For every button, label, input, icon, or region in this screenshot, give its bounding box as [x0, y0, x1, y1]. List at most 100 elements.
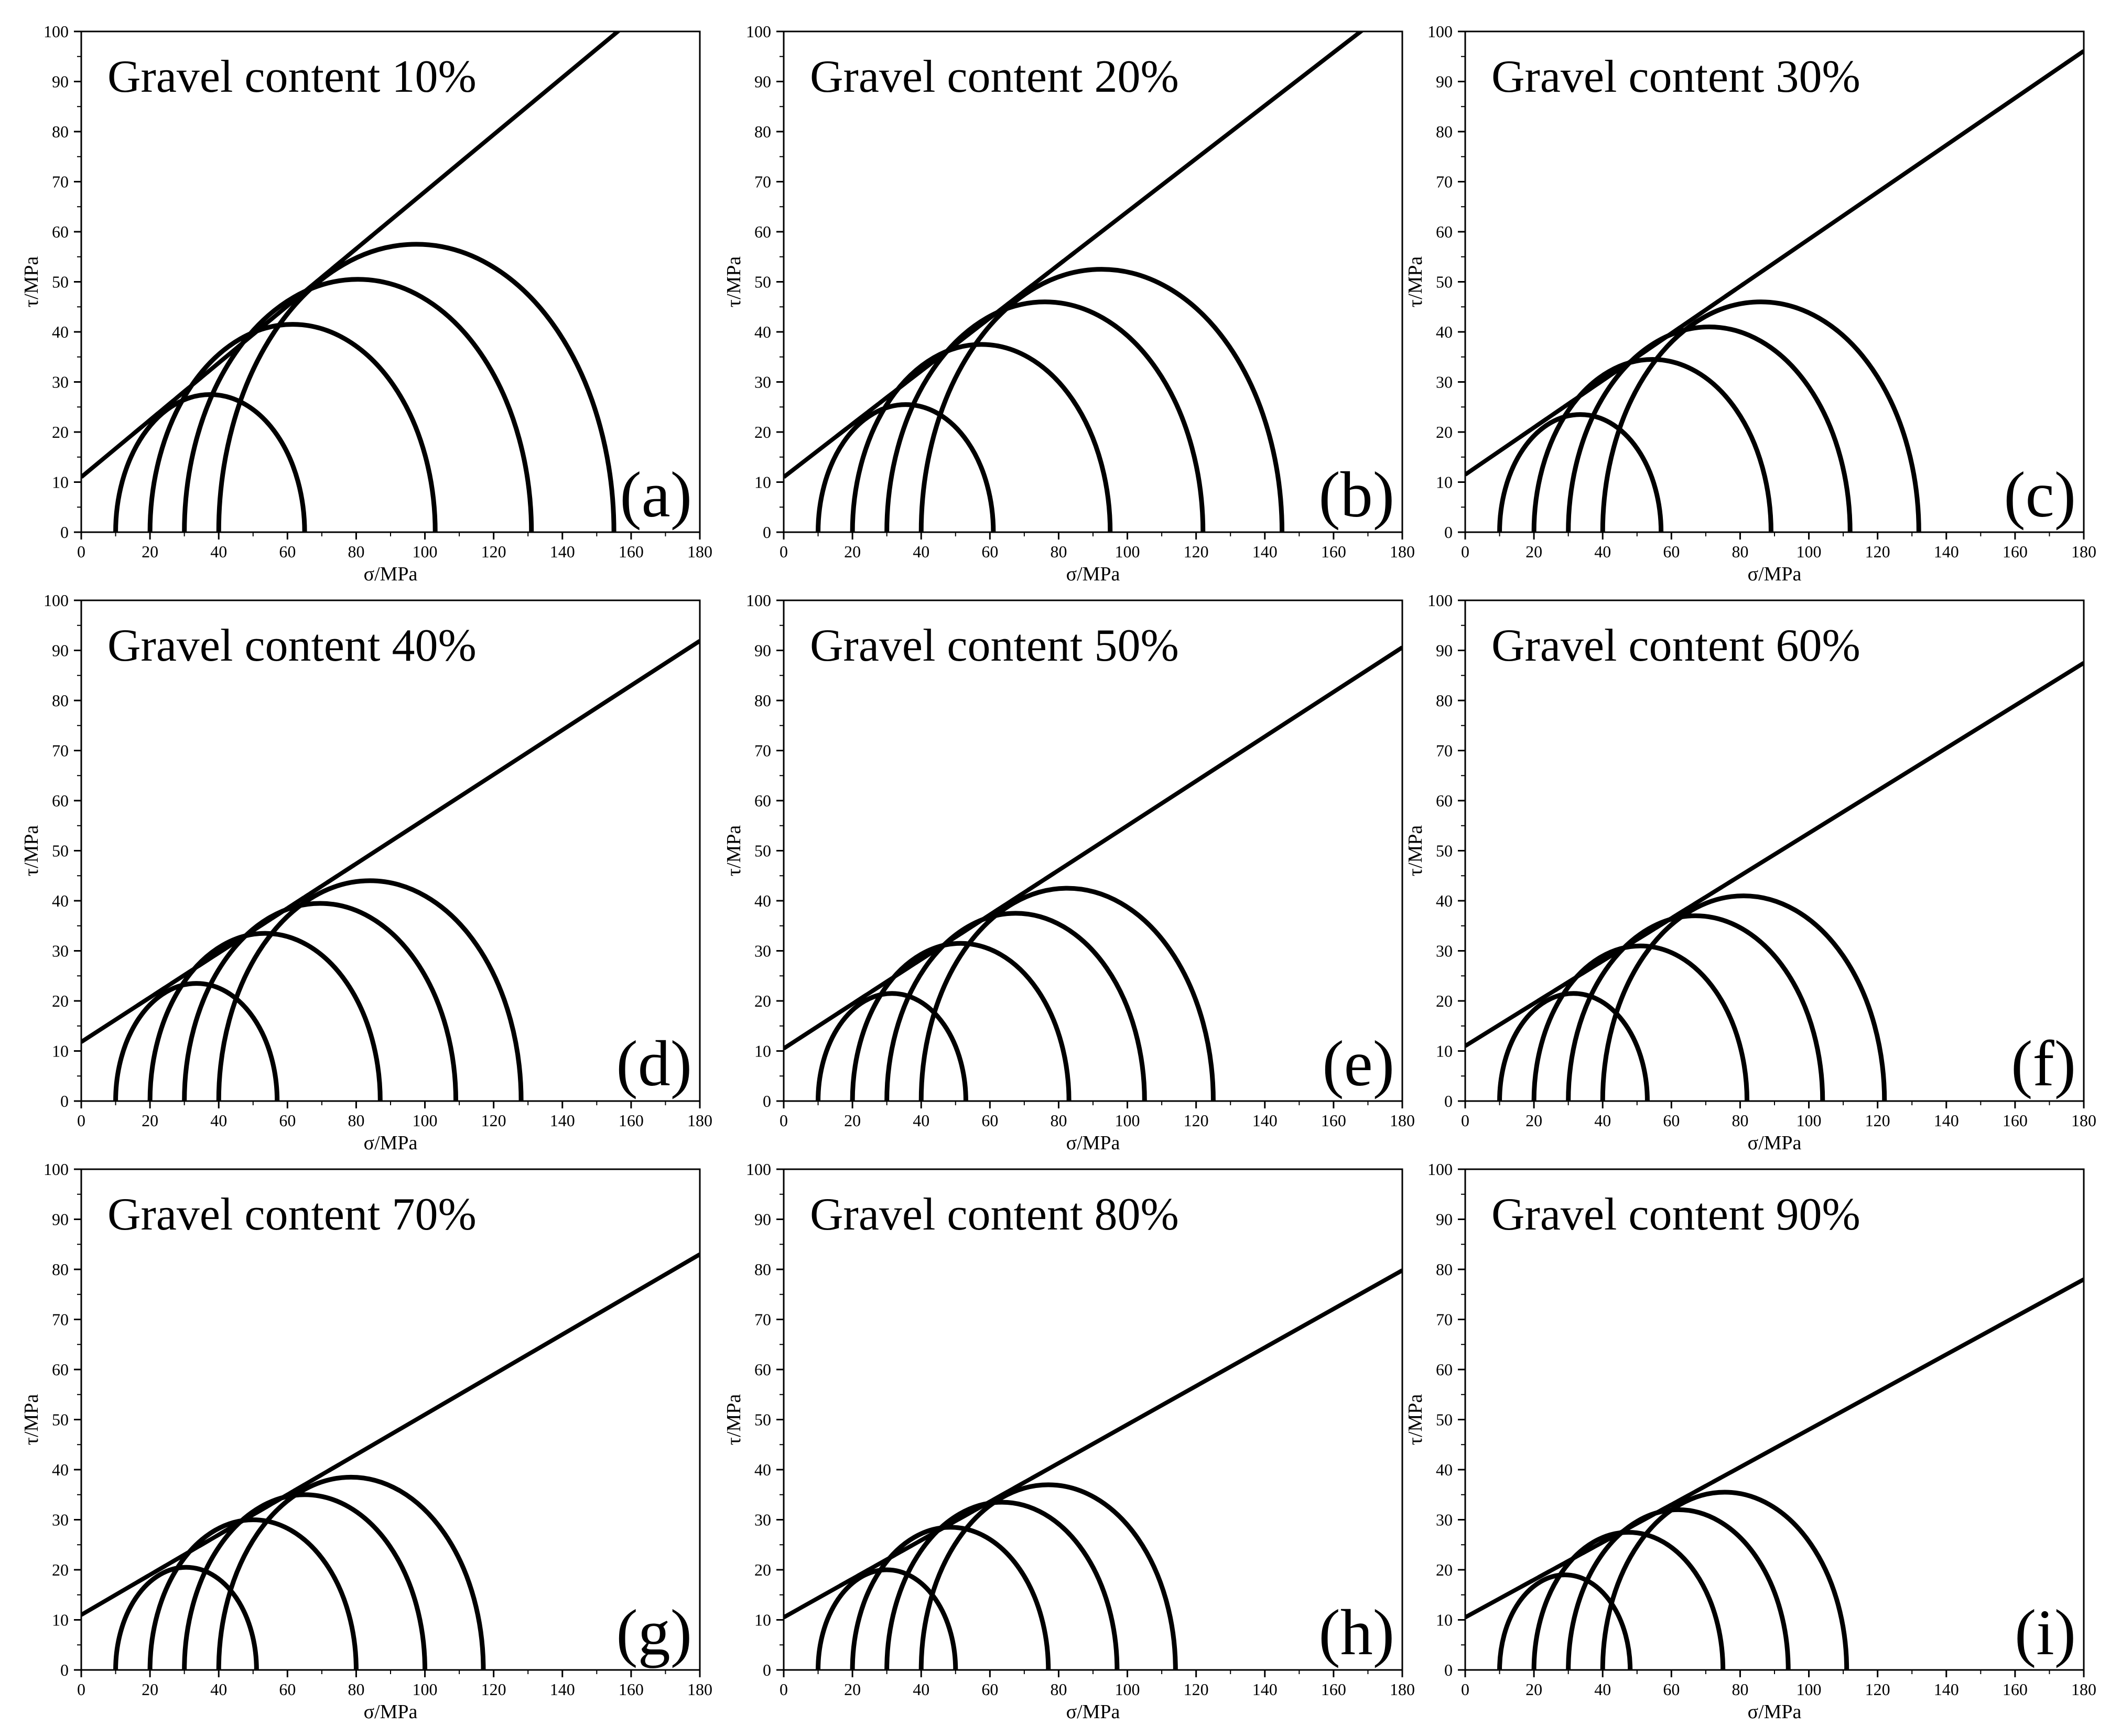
- y-tick-label: 50: [1436, 842, 1453, 860]
- x-tick-label: 20: [844, 542, 861, 561]
- y-axis-label: τ/MPa: [1404, 1394, 1426, 1446]
- x-tick-label: 80: [1050, 1111, 1067, 1130]
- mohr-circle-3: [1566, 1507, 1791, 1670]
- mohr-circle-4: [216, 1474, 486, 1670]
- y-tick-label: 40: [52, 322, 69, 341]
- y-tick-label: 60: [754, 791, 771, 810]
- x-tick-label: 100: [413, 542, 438, 561]
- chart-c: 0 20 40 60 80 100 120 140 160 180 0 10 20 30 40 50 60 70 8…: [1404, 22, 2096, 585]
- mohr-circle-3: [182, 901, 459, 1101]
- y-axis-label: τ/MPa: [1404, 825, 1426, 877]
- y-tick-label: 100: [1427, 22, 1453, 41]
- x-tick-label: 180: [687, 1680, 712, 1699]
- y-tick-label: 80: [754, 122, 771, 141]
- strength-envelope: [1465, 49, 2084, 477]
- x-tick-label: 120: [481, 1680, 506, 1699]
- x-tick-label: 180: [2071, 1111, 2096, 1130]
- x-tick-label: 140: [1252, 1680, 1278, 1699]
- y-tick-label: 100: [746, 22, 771, 41]
- y-tick-label: 100: [1427, 1160, 1453, 1179]
- y-tick-label: 10: [52, 1042, 69, 1061]
- y-axis-label: τ/MPa: [723, 256, 745, 308]
- x-tick-label: 20: [142, 1680, 158, 1699]
- y-tick-label: 70: [1436, 1310, 1453, 1329]
- mohr-circle-3: [182, 1492, 428, 1670]
- x-tick-label: 60: [1663, 1680, 1680, 1699]
- panel-label: (c): [2004, 459, 2076, 531]
- x-tick-label: 40: [1594, 542, 1611, 561]
- x-tick-label: 180: [687, 542, 712, 561]
- x-tick-label: 80: [348, 1680, 364, 1699]
- panel-label: (g): [616, 1597, 692, 1668]
- y-axis-label: τ/MPa: [1404, 256, 1426, 308]
- y-tick-label: 90: [754, 72, 771, 91]
- strength-envelope: [81, 1252, 700, 1617]
- x-tick-label: 160: [1321, 1680, 1346, 1699]
- y-tick-label: 90: [52, 1210, 69, 1229]
- x-tick-label: 180: [1390, 542, 1415, 561]
- x-tick-label: 80: [1732, 542, 1748, 561]
- plot-frame: [1464, 30, 2085, 533]
- y-tick-label: 100: [44, 591, 69, 610]
- x-tick-label: 100: [1115, 542, 1140, 561]
- mohr-circle-4: [918, 886, 1216, 1101]
- panel-b: 0 20 40 60 80 100 120 140 160 180 0 10 20 30 40 50 60 70 8…: [713, 10, 1415, 587]
- x-tick-label: 160: [2003, 1680, 2028, 1699]
- chart-d: 0 20 40 60 80 100 120 140 160 180 0 10 20 30 40 50 60 70 8…: [20, 591, 712, 1154]
- x-tick-label: 60: [981, 1680, 998, 1699]
- y-tick-label: 30: [754, 373, 771, 392]
- x-tick-label: 0: [780, 1680, 788, 1699]
- x-axis-label: σ/MPa: [364, 1701, 418, 1723]
- panel-f: 0 20 40 60 80 100 120 140 160 180 0 10 20 30 40 50 60 70 8…: [1394, 579, 2097, 1156]
- x-tick-label: 80: [348, 542, 364, 561]
- x-tick-label: 100: [1115, 1111, 1140, 1130]
- mohr-circle-2: [1531, 357, 1773, 532]
- y-tick-label: 100: [746, 1160, 771, 1179]
- panel-title: Gravel content 20%: [810, 51, 1179, 102]
- strength-envelope: [1465, 661, 2084, 1048]
- x-tick-label: 160: [1321, 1111, 1346, 1130]
- y-tick-label: 10: [754, 1611, 771, 1630]
- mohr-circle-4: [918, 267, 1285, 532]
- y-tick-label: 50: [1436, 1410, 1453, 1429]
- y-axis-label: τ/MPa: [20, 256, 42, 308]
- mohr-circle-2: [1531, 1529, 1726, 1670]
- mohr-circle-3: [884, 1500, 1120, 1670]
- y-tick-label: 50: [754, 842, 771, 860]
- x-tick-label: 40: [1594, 1680, 1611, 1699]
- panel-label: (a): [620, 459, 692, 531]
- y-tick-label: 60: [52, 791, 69, 810]
- x-tick-label: 80: [1050, 1680, 1067, 1699]
- y-tick-label: 70: [1436, 172, 1453, 191]
- y-tick-label: 90: [754, 1210, 771, 1229]
- panel-c: 0 20 40 60 80 100 120 140 160 180 0 10 20 30 40 50 60 70 8…: [1394, 10, 2097, 587]
- y-tick-label: 0: [1444, 1660, 1453, 1679]
- y-tick-label: 30: [52, 942, 69, 961]
- x-tick-label: 0: [77, 1111, 85, 1130]
- mohr-circle-4: [1600, 1490, 1849, 1670]
- y-tick-label: 10: [1436, 1042, 1453, 1061]
- x-axis-label: σ/MPa: [364, 563, 418, 585]
- panel-label: (i): [2015, 1597, 2076, 1668]
- chart-h: 0 20 40 60 80 100 120 140 160 180 0 10 20 30 40 50 60 70 8…: [723, 1160, 1415, 1723]
- mohr-circle-2: [850, 1525, 1051, 1670]
- x-tick-label: 60: [1663, 542, 1680, 561]
- x-axis-label: σ/MPa: [1748, 563, 1802, 585]
- strength-envelope: [81, 31, 621, 479]
- chart-g: 0 20 40 60 80 100 120 140 160 180 0 10 20 30 40 50 60 70 8…: [20, 1160, 712, 1723]
- y-tick-label: 50: [754, 273, 771, 292]
- y-tick-label: 0: [60, 523, 69, 542]
- y-tick-label: 40: [52, 1460, 69, 1479]
- x-tick-label: 60: [1663, 1111, 1680, 1130]
- mohr-circle-4: [1600, 893, 1887, 1101]
- y-tick-label: 30: [1436, 1511, 1453, 1529]
- y-tick-label: 20: [754, 1560, 771, 1579]
- y-tick-label: 70: [1436, 741, 1453, 760]
- x-tick-label: 180: [1390, 1680, 1415, 1699]
- plot-area: [784, 31, 1365, 532]
- y-tick-label: 20: [754, 991, 771, 1010]
- x-tick-label: 0: [780, 542, 788, 561]
- y-tick-label: 100: [1427, 591, 1453, 610]
- y-tick-label: 90: [1436, 641, 1453, 660]
